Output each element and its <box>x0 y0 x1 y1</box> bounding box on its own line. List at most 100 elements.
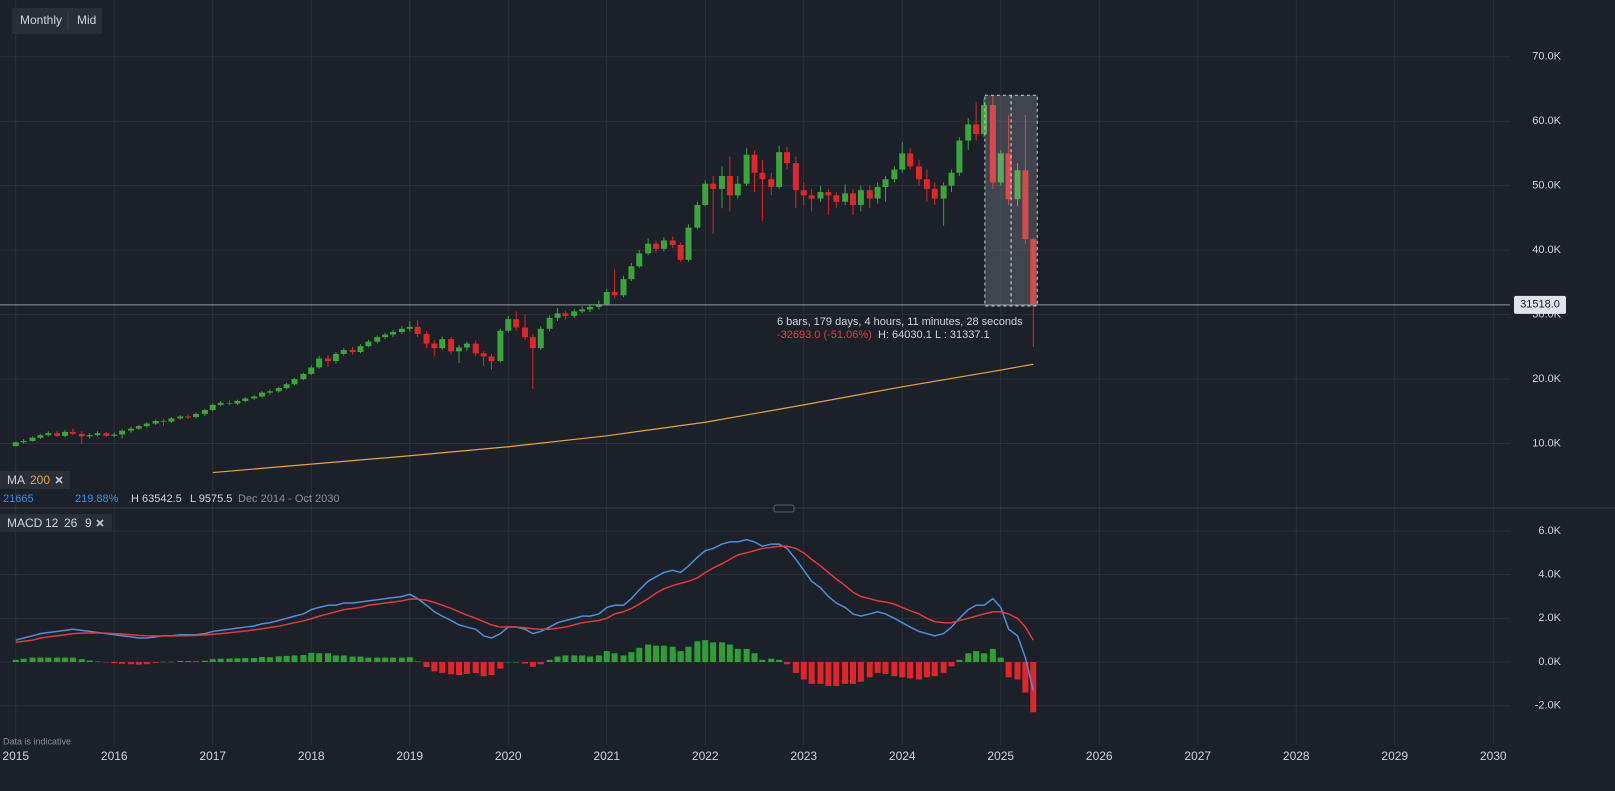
candle-body <box>636 253 643 267</box>
histogram-bar <box>505 662 512 663</box>
candle-body <box>620 279 627 296</box>
candle-body <box>135 426 142 429</box>
histogram-bar <box>660 645 667 663</box>
histogram-bar <box>882 662 889 675</box>
candle-body <box>177 416 184 419</box>
histogram-bar <box>275 656 282 663</box>
candle-body <box>669 240 676 245</box>
candle-body <box>226 402 233 404</box>
histogram-bar <box>45 657 52 663</box>
x-tick-label: 2022 <box>692 749 719 763</box>
histogram-bar <box>234 658 241 663</box>
histogram-bar <box>522 662 529 664</box>
histogram-bar <box>940 662 947 673</box>
readout-range: Dec 2014 - Oct 2030 <box>238 493 340 505</box>
candle-body <box>603 292 610 305</box>
y-tick-label: 6.0K <box>1538 525 1561 537</box>
candle-body <box>20 440 27 443</box>
interval-label[interactable]: Monthly <box>20 13 62 27</box>
histogram-bar <box>948 662 955 667</box>
histogram-bar <box>931 662 938 677</box>
candle-body <box>751 154 758 173</box>
candle-body <box>891 169 898 180</box>
histogram-bar <box>571 655 578 663</box>
candle-body <box>316 358 323 368</box>
histogram-bar <box>546 659 553 663</box>
candle-body <box>842 193 849 202</box>
candle-body <box>866 190 873 199</box>
pane-resize-handle[interactable] <box>773 504 795 513</box>
x-tick-label: 2019 <box>396 749 423 763</box>
histogram-bar <box>792 662 799 673</box>
candle-body <box>645 243 652 254</box>
macd-param: 26 <box>64 516 78 530</box>
histogram-bar <box>817 662 824 684</box>
histogram-bar <box>152 662 159 663</box>
histogram-bar <box>94 661 101 663</box>
histogram-bar <box>340 655 347 663</box>
histogram-bar <box>201 660 208 663</box>
candle-body <box>1005 153 1012 200</box>
histogram-bar <box>119 662 126 664</box>
candle-body <box>611 292 618 296</box>
candle-body <box>759 172 766 180</box>
y-tick-label: 70.0K <box>1532 51 1561 63</box>
histogram-bar <box>751 653 758 663</box>
candle-body <box>587 306 594 310</box>
candle-body <box>882 179 889 187</box>
histogram-bar <box>193 661 200 663</box>
histogram-bar <box>825 662 832 687</box>
histogram-bar <box>20 658 27 663</box>
ma-remove-icon[interactable] <box>55 476 63 484</box>
interval-button[interactable]: Monthly <box>20 13 62 27</box>
macd-remove-icon[interactable] <box>96 519 104 527</box>
candle-body <box>86 435 93 437</box>
histogram-bar <box>636 647 643 663</box>
histogram-bar <box>1014 662 1021 680</box>
histogram-bar <box>965 653 972 663</box>
histogram-bar <box>842 662 849 684</box>
histogram-bar <box>899 662 906 678</box>
candle-body <box>119 430 126 435</box>
histogram-bar <box>135 662 142 665</box>
histogram-bar <box>209 659 216 663</box>
candle-body <box>365 341 372 347</box>
candle-body <box>111 434 118 436</box>
histogram-bar <box>653 645 660 663</box>
histogram-bar <box>808 662 815 684</box>
candle-body <box>965 124 972 141</box>
x-tick-label: 2026 <box>1086 749 1113 763</box>
histogram-bar <box>177 660 184 663</box>
candle-body <box>78 433 85 437</box>
x-tick-label: 2029 <box>1381 749 1408 763</box>
candle-body <box>103 433 110 436</box>
candle-body <box>719 175 726 189</box>
candle-body <box>488 356 495 362</box>
histogram-bar <box>973 651 980 663</box>
candle-body <box>193 413 200 418</box>
histogram-bar <box>128 662 135 665</box>
marks-layer <box>0 94 1510 713</box>
macd-line <box>15 545 1034 644</box>
readout-change: 219.88% <box>75 493 119 505</box>
measure-summary: 6 bars, 179 days, 4 hours, 11 minutes, 2… <box>777 316 1023 328</box>
histogram-bar <box>439 662 446 673</box>
crosshair-label-box <box>1514 295 1566 314</box>
price-button[interactable]: Mid <box>77 13 96 27</box>
x-tick-label: 2018 <box>298 749 325 763</box>
macd-name: MACD <box>7 516 43 530</box>
candle-body <box>554 313 561 318</box>
candle-body <box>1014 170 1021 200</box>
histogram-bar <box>217 658 224 663</box>
histogram-bar <box>710 642 717 663</box>
candle-body <box>143 423 150 427</box>
candle-body <box>522 327 529 338</box>
candle-body <box>275 388 282 392</box>
price-type-label[interactable]: Mid <box>77 13 96 27</box>
candle-body <box>209 404 216 411</box>
candle-body <box>37 435 44 438</box>
measure-high: H: 64030.1 <box>878 329 932 341</box>
histogram-bar <box>349 656 356 663</box>
